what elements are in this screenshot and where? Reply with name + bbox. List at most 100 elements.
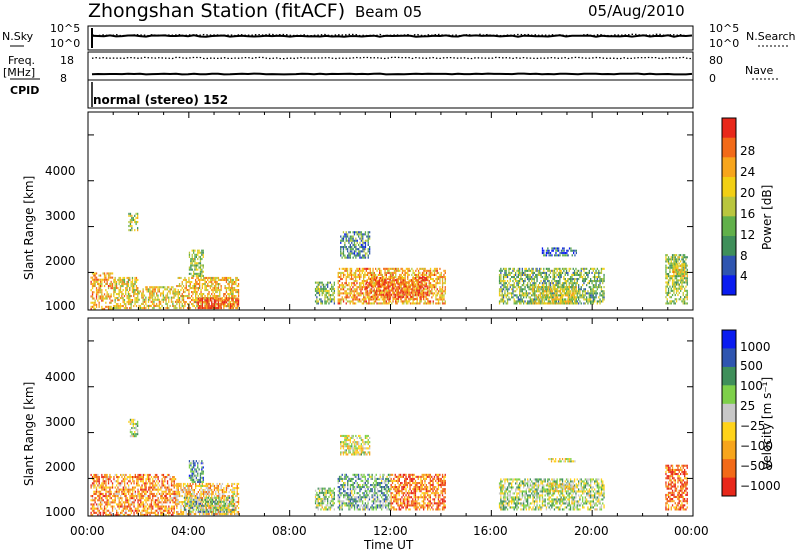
power-cell-11 xyxy=(505,286,507,289)
velocity-cell-0 xyxy=(109,476,111,479)
power-cell-2 xyxy=(145,298,147,301)
power-cell-9 xyxy=(342,231,345,234)
power-cell-3 xyxy=(228,289,230,292)
velocity-cell-0 xyxy=(116,480,118,483)
power-cell-3 xyxy=(228,303,230,306)
velocity-cell-0 xyxy=(102,476,104,479)
power-cell-2 xyxy=(162,298,164,301)
velocity-cell-0 xyxy=(128,488,130,491)
power-cell-2 xyxy=(151,302,154,305)
power-cell-11 xyxy=(552,276,554,279)
power-cell-2 xyxy=(145,296,147,299)
power-cell-11 xyxy=(513,286,515,289)
power-cell-9 xyxy=(347,256,349,259)
power-cell-7 xyxy=(355,280,357,283)
power-cell-13 xyxy=(575,249,577,252)
velocity-cell-0 xyxy=(128,505,130,508)
power-cell-7 xyxy=(408,280,410,283)
power-cell-7 xyxy=(353,298,355,301)
power-cell-11 xyxy=(563,276,565,279)
power-cell-14 xyxy=(678,254,680,257)
power-cell-14 xyxy=(674,275,676,278)
power-cell-3 xyxy=(229,293,232,296)
velocity-cell-0 xyxy=(154,505,157,508)
velocity-cell-0 xyxy=(145,488,147,491)
power-cell-8 xyxy=(409,285,411,288)
power-cell-11 xyxy=(580,286,582,289)
velocity-cell-0 xyxy=(154,488,157,491)
power-cell-8 xyxy=(386,287,388,290)
power-cell-11 xyxy=(559,267,561,270)
power-cell-12 xyxy=(557,288,559,291)
velocity-cell-0 xyxy=(107,478,110,481)
power-cell-11 xyxy=(600,300,603,303)
power-cell-7 xyxy=(423,276,425,279)
power-cell-3 xyxy=(196,281,198,284)
power-cell-7 xyxy=(429,278,432,281)
power-cell-11 xyxy=(591,288,593,291)
power-cell-3 xyxy=(176,301,178,304)
velocity-cell-0 xyxy=(153,495,155,498)
power-cell-3 xyxy=(220,289,222,292)
power-cell-7 xyxy=(357,294,359,297)
velocity-cell-0 xyxy=(162,473,165,476)
power-cell-9 xyxy=(360,256,362,259)
velocity-cell-0 xyxy=(157,486,159,489)
velocity-cell-0 xyxy=(125,509,127,512)
power-cell-3 xyxy=(201,287,203,290)
velocity-cell-0 xyxy=(101,492,103,495)
velocity-cell-0 xyxy=(124,488,126,491)
power-cell-7 xyxy=(400,288,402,291)
power-cell-8 xyxy=(374,295,376,298)
power-cell-4 xyxy=(196,301,198,304)
power-cell-9 xyxy=(360,237,362,240)
power-cell-7 xyxy=(363,300,365,303)
power-cell-7 xyxy=(388,296,390,299)
power-cell-11 xyxy=(603,294,605,297)
power-cell-2 xyxy=(149,288,151,291)
power-cell-7 xyxy=(393,296,396,299)
power-cell-11 xyxy=(588,300,590,303)
nsearch-tick-bottom: 10^0 xyxy=(709,37,740,50)
power-cell-14 xyxy=(684,296,686,299)
power-cell-11 xyxy=(498,269,501,272)
power-cell-11 xyxy=(594,271,596,274)
power-cell-12 xyxy=(574,288,576,291)
power-cell-11 xyxy=(501,300,503,303)
velocity-cell-0 xyxy=(133,480,135,483)
power-cell-7 xyxy=(349,286,351,289)
power-cell-11 xyxy=(584,271,586,274)
power-cell-7 xyxy=(360,286,362,289)
power-cell-12 xyxy=(539,296,541,299)
power-cell-12 xyxy=(562,286,564,289)
power-cell-5 xyxy=(191,262,193,265)
power-cell-11 xyxy=(578,286,580,289)
power-cell-4 xyxy=(220,297,222,300)
velocity-cell-0 xyxy=(161,513,163,516)
power-cell-5 xyxy=(195,266,197,269)
power-cell-11 xyxy=(545,271,548,274)
power-cell-9 xyxy=(344,243,346,246)
power-cell-11 xyxy=(588,294,590,297)
power-cell-7 xyxy=(436,292,438,295)
power-cell-9 xyxy=(359,250,361,253)
power-cell-3 xyxy=(215,285,217,288)
power-cell-10 xyxy=(327,296,329,299)
power-cell-14 xyxy=(675,275,678,278)
power-cell-0 xyxy=(101,297,103,300)
power-cell-8 xyxy=(412,285,414,288)
power-cell-11 xyxy=(523,273,525,276)
velocity-cell-0 xyxy=(90,499,92,502)
power-cell-8 xyxy=(424,291,426,294)
power-cell-4 xyxy=(204,299,206,302)
power-cell-3 xyxy=(224,287,226,290)
power-cell-0 xyxy=(93,285,95,288)
velocity-cell-0 xyxy=(129,497,131,500)
power-cell-7 xyxy=(337,282,339,285)
power-cell-14 xyxy=(673,289,675,292)
power-cell-14 xyxy=(685,273,687,276)
power-cell-3 xyxy=(229,291,232,294)
power-cell-11 xyxy=(556,267,558,270)
power-cell-7 xyxy=(352,273,354,276)
power-cell-2 xyxy=(166,304,169,307)
